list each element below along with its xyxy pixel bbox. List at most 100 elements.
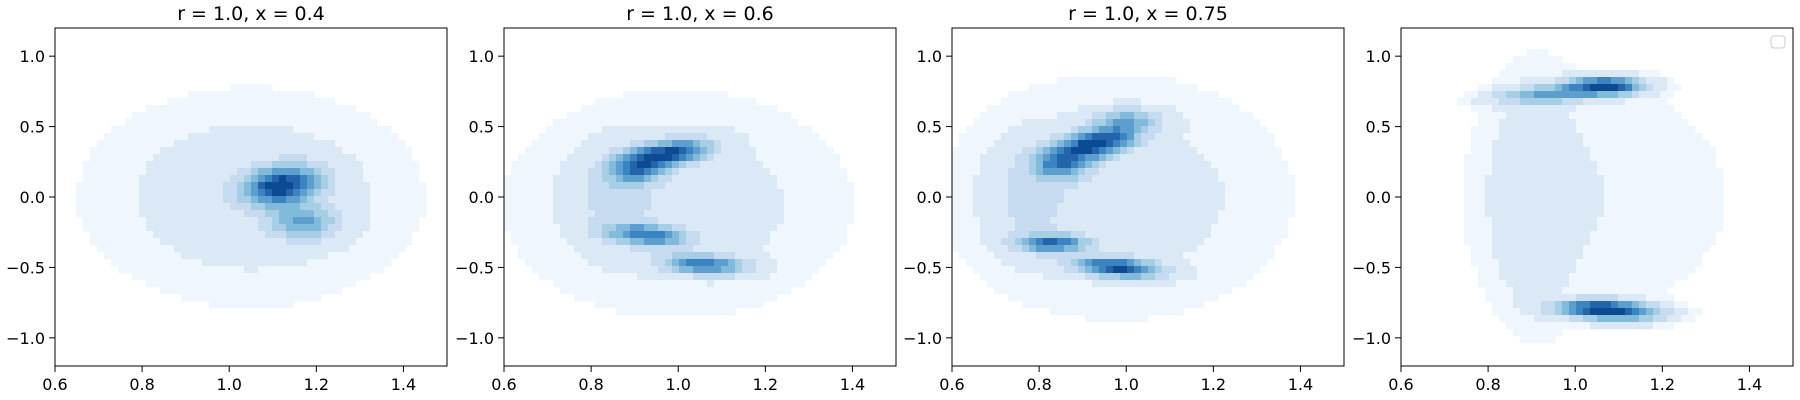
density-cell xyxy=(1555,56,1563,64)
density-cell xyxy=(1555,154,1563,162)
density-cell xyxy=(1239,266,1247,274)
density-cell xyxy=(1688,252,1696,260)
density-cell xyxy=(244,175,252,183)
density-cell xyxy=(1050,203,1058,211)
density-cell xyxy=(1709,224,1717,232)
density-cell xyxy=(1092,189,1100,197)
density-cell xyxy=(770,203,778,211)
density-cell xyxy=(637,266,645,274)
density-cell xyxy=(791,210,799,218)
density-cell xyxy=(1085,224,1093,232)
density-cell xyxy=(1183,203,1191,211)
density-cell xyxy=(1071,147,1079,155)
density-cell xyxy=(209,245,217,253)
density-cell xyxy=(1197,196,1205,204)
density-cell xyxy=(1583,133,1591,141)
panel-2-plot-area xyxy=(504,91,855,316)
density-cell xyxy=(118,161,126,169)
density-cell xyxy=(630,231,638,239)
density-cell xyxy=(1120,119,1128,127)
density-cell xyxy=(1611,189,1619,197)
density-cell xyxy=(265,231,273,239)
density-cell xyxy=(595,217,603,225)
density-cell xyxy=(791,147,799,155)
density-cell xyxy=(1274,154,1282,162)
density-cell xyxy=(672,259,680,267)
density-cell xyxy=(286,147,294,155)
density-cell xyxy=(1499,112,1507,120)
density-cell xyxy=(356,259,364,267)
density-cell xyxy=(356,266,364,274)
density-cell xyxy=(1541,63,1549,71)
density-cell xyxy=(1499,119,1507,127)
density-cell xyxy=(616,238,624,246)
density-cell xyxy=(693,238,701,246)
density-cell xyxy=(756,147,764,155)
density-cell xyxy=(1127,154,1135,162)
density-cell xyxy=(840,203,848,211)
density-cell xyxy=(195,196,203,204)
density-cell xyxy=(602,210,610,218)
density-cell xyxy=(1057,133,1065,141)
density-cell xyxy=(560,168,568,176)
density-cell xyxy=(805,238,813,246)
density-cell xyxy=(1688,210,1696,218)
density-cell xyxy=(1134,140,1142,148)
density-cell xyxy=(1660,203,1668,211)
density-cell xyxy=(1225,210,1233,218)
density-cell xyxy=(574,182,582,190)
density-cell xyxy=(1225,182,1233,190)
density-cell xyxy=(1253,182,1261,190)
density-cell xyxy=(244,84,252,92)
density-cell xyxy=(1688,259,1696,267)
density-cell xyxy=(1036,238,1044,246)
density-cell xyxy=(749,112,757,120)
density-cell xyxy=(160,154,168,162)
density-cell xyxy=(1043,210,1051,218)
density-cell xyxy=(1569,203,1577,211)
density-cell xyxy=(377,231,385,239)
density-cell xyxy=(595,161,603,169)
density-cell xyxy=(1036,126,1044,134)
density-cell xyxy=(349,259,357,267)
density-cell xyxy=(777,161,785,169)
density-cell xyxy=(1681,203,1689,211)
density-cell xyxy=(728,112,736,120)
density-cell xyxy=(651,301,659,309)
density-cell xyxy=(798,154,806,162)
density-cell xyxy=(623,287,631,295)
density-cell xyxy=(1057,147,1065,155)
density-cell xyxy=(693,105,701,113)
density-cell xyxy=(574,119,582,127)
density-cell xyxy=(511,231,519,239)
density-cell xyxy=(651,175,659,183)
density-cell xyxy=(1190,105,1198,113)
density-cell xyxy=(146,175,154,183)
density-cell xyxy=(553,245,561,253)
density-cell xyxy=(805,217,813,225)
density-cell xyxy=(560,119,568,127)
density-cell xyxy=(251,238,259,246)
density-cell xyxy=(1716,196,1724,204)
density-cell xyxy=(1527,112,1535,120)
density-cell xyxy=(132,175,140,183)
density-cell xyxy=(181,189,189,197)
density-cell xyxy=(1527,217,1535,225)
density-cell xyxy=(1043,91,1051,99)
density-cell xyxy=(1520,266,1528,274)
density-cell xyxy=(1162,203,1170,211)
density-cell xyxy=(237,119,245,127)
density-cell xyxy=(1064,217,1072,225)
density-cell xyxy=(237,84,245,92)
density-cell xyxy=(97,203,105,211)
density-cell xyxy=(518,161,526,169)
density-cell xyxy=(1078,119,1086,127)
density-cell xyxy=(216,189,224,197)
density-cell xyxy=(146,126,154,134)
density-cell xyxy=(160,175,168,183)
density-cell xyxy=(1702,196,1710,204)
density-cell xyxy=(602,140,610,148)
density-cell xyxy=(812,168,820,176)
density-cell xyxy=(1534,224,1542,232)
density-cell xyxy=(335,280,343,288)
